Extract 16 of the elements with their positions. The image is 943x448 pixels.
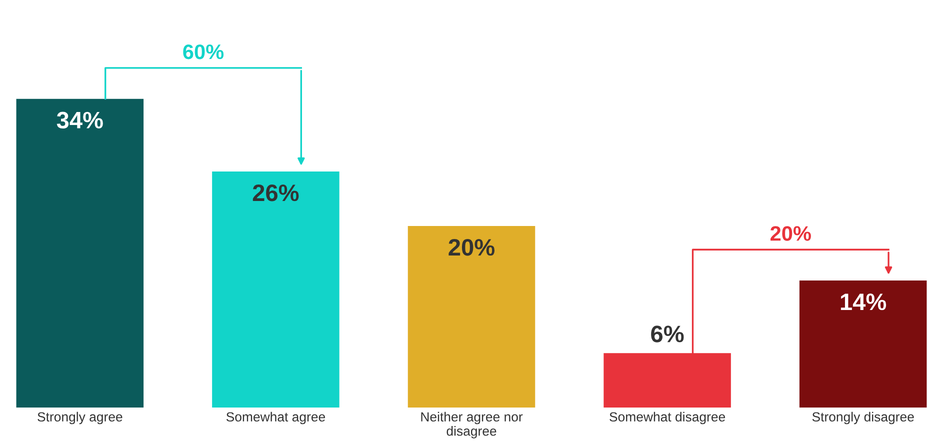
x-tick-label: Neither agree nor disagree [421,412,523,438]
x-tick-label: Strongly agree [38,412,122,424]
x-tick-label: Somewhat agree [226,412,325,424]
bar [16,98,144,408]
bar [799,280,927,408]
x-tick-label: Somewhat disagree [610,412,726,424]
data-label: 34% [56,112,103,129]
x-tick-label: Strongly disagree [812,412,914,424]
text: 60% [183,44,224,60]
data-label: 20% [448,238,495,256]
data-label: 6% [651,326,684,342]
bar [408,226,536,408]
data-label: 14% [840,294,886,310]
annotation: 20% [770,226,811,241]
data-label: 26% [252,184,299,202]
bar [212,172,340,408]
